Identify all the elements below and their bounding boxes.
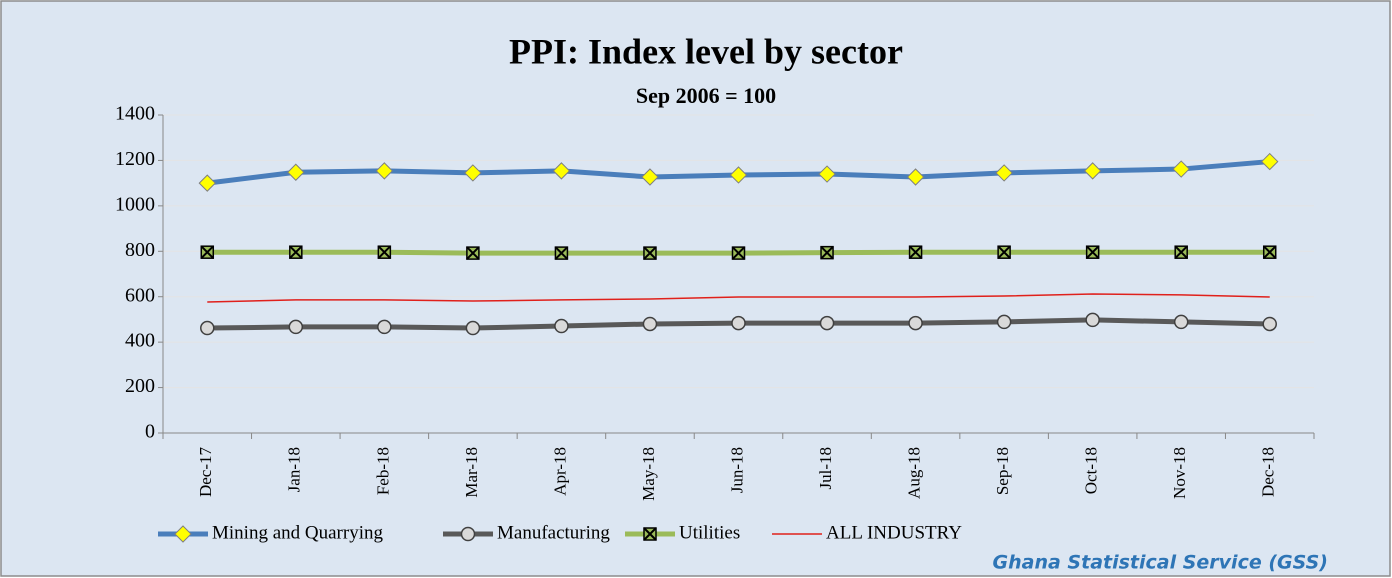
x-tick-label: Dec-18 [1259,447,1278,497]
series-line [207,293,1270,303]
x-tick-label: Feb-18 [373,447,392,495]
marker [1085,245,1100,259]
y-tick-label: 400 [125,330,155,352]
marker-cross [1174,245,1188,259]
x-tick-label: May-18 [639,447,658,501]
marker [731,315,746,331]
y-tick-label: 0 [145,421,155,443]
legend-label: ALL INDUSTRY [826,522,962,543]
marker [200,320,215,336]
legend-item: Manufacturing [443,522,610,543]
marker-cross [1085,245,1100,259]
marker [460,526,476,542]
x-tick-label: Jul-18 [816,447,835,490]
marker [641,168,659,186]
marker [996,314,1012,330]
y-tick-label: 600 [125,284,155,306]
x-tick-label: Nov-18 [1170,447,1189,499]
y-tick-label: 1400 [115,103,155,125]
marker [818,165,836,183]
marker [906,168,925,186]
x-tick-label: Mar-18 [462,447,481,498]
marker [1085,312,1100,328]
marker [643,527,657,541]
chart-subtitle: Sep 2006 = 100 [636,83,776,108]
marker [377,319,392,335]
marker-cross [908,245,923,259]
x-tick-label: Jun-18 [727,447,746,493]
marker-cross [200,245,214,259]
y-tick-label: 800 [125,239,155,261]
marker [1174,245,1188,259]
marker [642,316,658,332]
marker-cross [466,246,480,260]
marker [1083,162,1102,180]
y-tick-label: 200 [125,375,155,397]
legend-item: ALL INDUSTRY [772,522,962,543]
marker [995,164,1013,182]
legend-item: Mining and Quarrying [158,522,383,543]
y-tick-label: 1000 [115,193,155,215]
marker-cross [289,245,303,259]
legend-label: Utilities [679,522,740,543]
marker [729,166,748,184]
marker-cross [377,245,392,259]
marker [1262,316,1277,332]
x-tick-label: Apr-18 [550,447,569,496]
marker [174,525,192,543]
marker-cross [643,246,657,260]
y-tick-label: 1200 [115,148,155,170]
marker [552,162,571,180]
marker [465,320,481,336]
legend-label: Manufacturing [497,522,610,543]
marker-cross [1263,245,1277,259]
marker [375,162,394,180]
x-tick-label: Jan-18 [285,447,304,492]
marker-cross [997,245,1011,259]
marker [464,164,482,182]
chart-title: PPI: Index level by sector [509,31,903,71]
marker [288,319,304,335]
x-tick-label: Aug-18 [904,447,923,499]
marker [820,245,834,260]
marker [819,315,835,331]
marker-cross [554,246,569,260]
marker [1173,314,1189,330]
marker-cross [731,246,746,260]
legend-item: Utilities [625,522,740,543]
marker [731,246,746,260]
marker [554,318,569,334]
x-tick-label: Sep-18 [993,447,1012,495]
marker [1262,245,1277,259]
marker [200,245,215,259]
marker [997,245,1011,259]
marker-cross [820,245,834,260]
marker [289,245,303,259]
marker [643,246,657,260]
marker [466,246,480,260]
marker [908,245,923,259]
x-tick-label: Oct-18 [1082,447,1101,494]
marker [1172,160,1190,178]
marker [554,246,569,260]
marker-cross [643,527,657,541]
marker [287,163,305,181]
marker [377,245,392,259]
x-tick-label: Dec-17 [196,447,215,498]
marker [1261,152,1279,171]
source-note: Ghana Statistical Service (GSS) [993,552,1328,574]
marker [198,174,216,192]
marker [908,315,923,331]
legend-label: Mining and Quarrying [212,522,383,543]
